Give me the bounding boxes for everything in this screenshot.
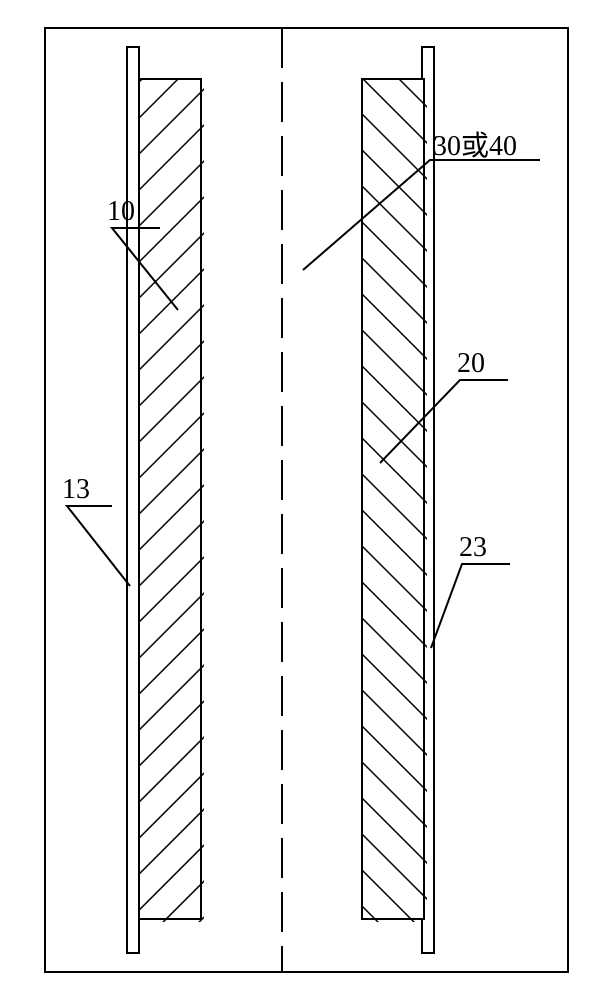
label-20: 20 xyxy=(457,348,485,380)
leader-10 xyxy=(112,228,178,310)
leader-lines xyxy=(0,0,613,1000)
label-13: 13 xyxy=(62,474,90,506)
leader-20 xyxy=(380,380,508,463)
label-10: 10 xyxy=(107,196,135,228)
label-30-or-40: 30或40 xyxy=(433,124,517,164)
leader-30-40 xyxy=(303,160,540,270)
leader-13 xyxy=(67,506,130,586)
leader-23 xyxy=(431,564,510,648)
label-23: 23 xyxy=(459,532,487,564)
